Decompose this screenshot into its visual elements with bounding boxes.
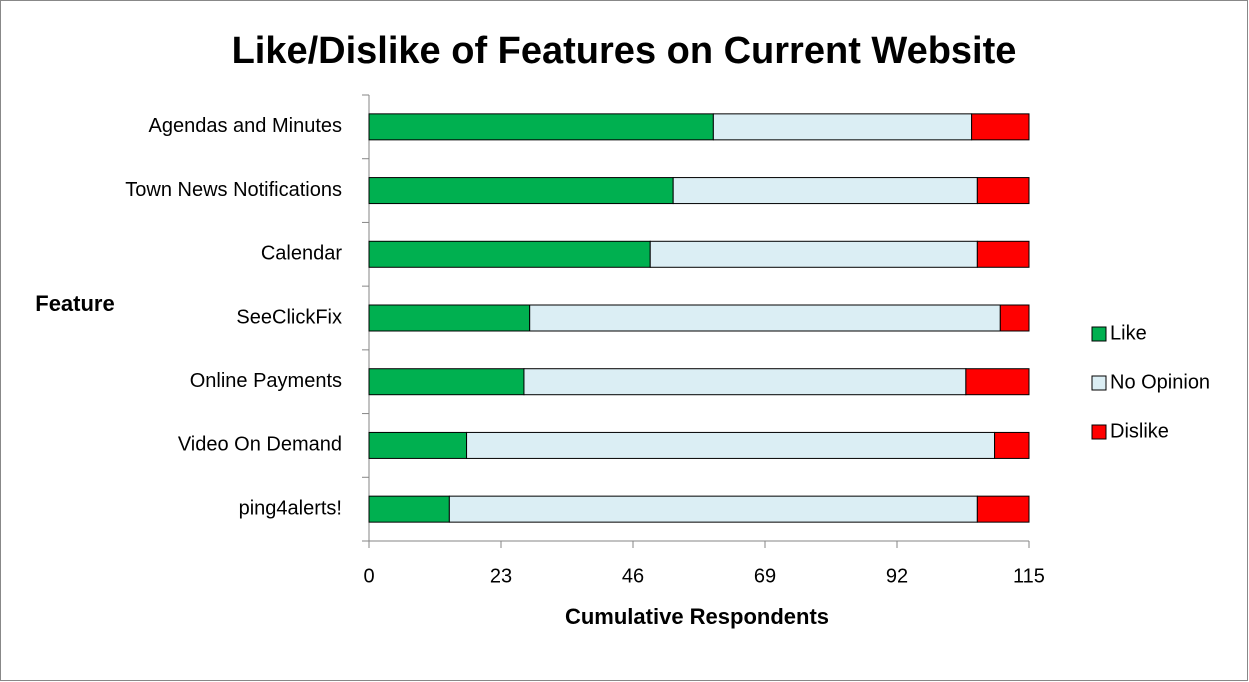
x-tick-label: 46 bbox=[622, 565, 644, 587]
legend-label: Like bbox=[1110, 322, 1147, 344]
y-tick-label: Agendas and Minutes bbox=[149, 115, 342, 137]
bar-segment bbox=[976, 177, 1030, 205]
x-tick-label: 115 bbox=[1013, 565, 1045, 587]
legend-swatch bbox=[1091, 326, 1107, 342]
bar-segment bbox=[448, 495, 978, 523]
y-axis-title: Feature bbox=[35, 291, 114, 316]
bar-segment bbox=[999, 304, 1030, 332]
legend-label: No Opinion bbox=[1110, 371, 1210, 393]
legend-label: Dislike bbox=[1110, 420, 1169, 442]
y-tick-label: ping4alerts! bbox=[239, 497, 342, 519]
bar-segment bbox=[976, 240, 1030, 268]
bar-segment bbox=[466, 431, 996, 459]
x-tick-label: 69 bbox=[754, 565, 776, 587]
y-tick-label: SeeClickFix bbox=[236, 306, 342, 328]
y-tick-label: Calendar bbox=[261, 243, 343, 265]
bar-segment bbox=[672, 177, 978, 205]
chart-title: Like/Dislike of Features on Current Webs… bbox=[232, 30, 1017, 72]
legend-swatch bbox=[1091, 424, 1107, 440]
bar-segment bbox=[994, 431, 1030, 459]
bar-segment bbox=[368, 368, 525, 396]
bar-segment bbox=[712, 113, 973, 141]
x-tick-label: 23 bbox=[490, 565, 512, 587]
bar-segment bbox=[368, 495, 450, 523]
bar-segment bbox=[523, 368, 967, 396]
x-tick-label: 0 bbox=[363, 565, 374, 587]
y-tick-label: Town News Notifications bbox=[125, 179, 342, 201]
bar-segment bbox=[971, 113, 1030, 141]
legend-swatch bbox=[1091, 375, 1107, 391]
y-tick-label: Online Payments bbox=[190, 370, 342, 392]
bar-segment bbox=[368, 431, 468, 459]
bar-segment bbox=[368, 177, 674, 205]
x-axis-title: Cumulative Respondents bbox=[565, 604, 829, 629]
bar-segment bbox=[368, 304, 531, 332]
bar-segment bbox=[649, 240, 978, 268]
y-tick-label: Video On Demand bbox=[178, 434, 342, 456]
bar-segment bbox=[368, 113, 714, 141]
bar-segment bbox=[965, 368, 1030, 396]
x-tick-label: 92 bbox=[886, 565, 908, 587]
bar-segment bbox=[976, 495, 1030, 523]
bar-segment bbox=[368, 240, 651, 268]
bar-segment bbox=[529, 304, 1001, 332]
